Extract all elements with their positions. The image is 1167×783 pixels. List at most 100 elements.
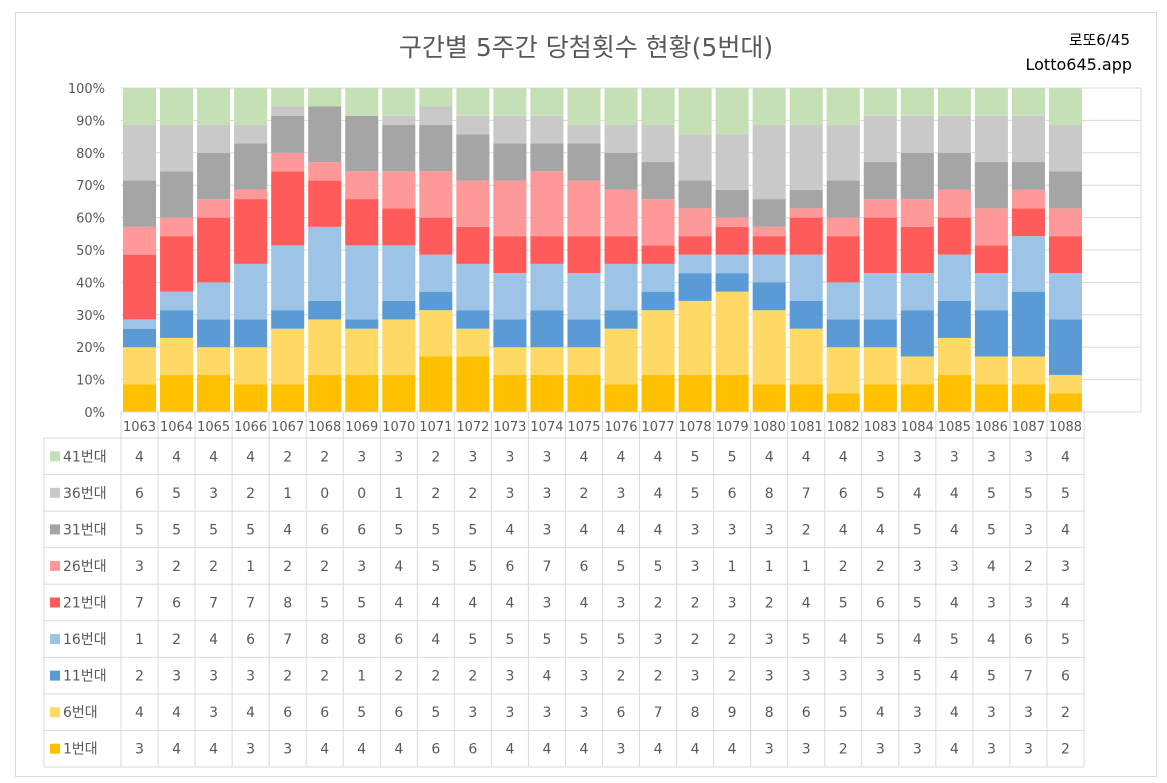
table-cell: 5 bbox=[431, 705, 440, 721]
table-cell: 3 bbox=[913, 742, 922, 758]
table-cell: 5 bbox=[876, 486, 885, 502]
table-cell: 3 bbox=[876, 742, 885, 758]
category-label: 1083 bbox=[864, 420, 897, 435]
table-cell: 3 bbox=[691, 669, 700, 685]
table-cell: 4 bbox=[320, 742, 329, 758]
bar-segment-1069-21번대 bbox=[345, 199, 379, 246]
table-cell: 6 bbox=[394, 632, 403, 648]
bar-segment-1085-36번대 bbox=[937, 115, 971, 153]
table-cell: 3 bbox=[691, 522, 700, 538]
bar-segment-1081-1번대 bbox=[789, 384, 823, 412]
data-table: 1063 1064 1065 1066 1067 1068 1069 1070 1071 1072… bbox=[43, 411, 1085, 768]
bar-segment-1079-36번대 bbox=[715, 134, 749, 190]
table-cell: 2 bbox=[283, 559, 292, 575]
bar-segment-1081-16번대 bbox=[789, 254, 823, 301]
bar-segment-1077-31번대 bbox=[641, 162, 675, 200]
category-label: 1085 bbox=[938, 420, 971, 435]
category-label: 1067 bbox=[271, 420, 304, 435]
table-cell: 5 bbox=[987, 522, 996, 538]
bar-segment-1077-36번대 bbox=[641, 125, 675, 163]
bar-segment-1065-21번대 bbox=[197, 217, 231, 283]
table-cell: 3 bbox=[765, 742, 774, 758]
bar-segment-1066-1번대 bbox=[234, 384, 268, 412]
bars bbox=[123, 88, 1082, 412]
table-cell: 4 bbox=[357, 742, 366, 758]
table-cell: 2 bbox=[468, 486, 477, 502]
bar-segment-1073-6번대 bbox=[493, 347, 527, 375]
bar-segment-1070-36번대 bbox=[382, 115, 416, 126]
table-cell: 4 bbox=[950, 522, 959, 538]
table-cell: 3 bbox=[542, 449, 551, 465]
bar-segment-1067-36번대 bbox=[271, 106, 305, 116]
table-cell: 3 bbox=[802, 669, 811, 685]
y-tick-label: 70% bbox=[76, 179, 105, 194]
bar-segment-1066-11번대 bbox=[234, 319, 268, 348]
table-cell: 4 bbox=[505, 522, 514, 538]
category-label: 1087 bbox=[1012, 420, 1045, 435]
table-cell: 7 bbox=[246, 596, 255, 612]
bar-segment-1067-31번대 bbox=[271, 115, 305, 153]
bar-segment-1072-31번대 bbox=[456, 134, 490, 181]
table-cell: 7 bbox=[209, 596, 218, 612]
table-cell: 2 bbox=[839, 559, 848, 575]
bar-segment-1071-26번대 bbox=[419, 171, 453, 218]
table-cell: 3 bbox=[1024, 449, 1033, 465]
bar-segment-1079-11번대 bbox=[715, 273, 749, 292]
bar-segment-1081-21번대 bbox=[789, 217, 823, 255]
table-cell: 3 bbox=[357, 449, 366, 465]
bar-segment-1066-21번대 bbox=[234, 199, 268, 264]
category-label: 1069 bbox=[345, 420, 378, 435]
bar-segment-1088-16번대 bbox=[1048, 273, 1082, 320]
table-cell: 3 bbox=[468, 449, 477, 465]
bar-segment-1071-21번대 bbox=[419, 217, 453, 255]
bar-segment-1073-1번대 bbox=[493, 374, 527, 412]
category-label: 1063 bbox=[123, 420, 156, 435]
table-cell: 4 bbox=[172, 705, 181, 721]
table-cell: 2 bbox=[320, 669, 329, 685]
bar-segment-1065-26번대 bbox=[197, 199, 231, 218]
table-cell: 4 bbox=[580, 742, 589, 758]
table-cell: 2 bbox=[209, 559, 218, 575]
table-cell: 5 bbox=[654, 559, 663, 575]
category-label: 1068 bbox=[308, 420, 341, 435]
table-cell: 2 bbox=[839, 742, 848, 758]
category-label: 1080 bbox=[753, 420, 786, 435]
bar-segment-1083-1번대 bbox=[863, 384, 897, 412]
table-cell: 3 bbox=[728, 522, 737, 538]
bar-segment-1069-1번대 bbox=[345, 374, 379, 412]
table-cell: 3 bbox=[802, 742, 811, 758]
table-cell: 5 bbox=[691, 486, 700, 502]
table-cell: 4 bbox=[913, 486, 922, 502]
legend-label: 11번대 bbox=[63, 669, 107, 685]
table-cell: 4 bbox=[913, 632, 922, 648]
bar-segment-1072-16번대 bbox=[456, 263, 490, 311]
table-cell: 3 bbox=[913, 559, 922, 575]
bar-segment-1072-21번대 bbox=[456, 226, 490, 264]
bar-segment-1079-26번대 bbox=[715, 217, 749, 227]
bar-segment-1066-41번대 bbox=[234, 88, 268, 126]
category-label: 1073 bbox=[493, 420, 526, 435]
table-cell: 2 bbox=[431, 486, 440, 502]
table-cell: 6 bbox=[617, 705, 626, 721]
table-cell: 4 bbox=[691, 742, 700, 758]
bar-segment-1088-31번대 bbox=[1048, 171, 1082, 209]
bar-segment-1080-21번대 bbox=[752, 236, 786, 255]
table-cell: 5 bbox=[505, 632, 514, 648]
table-cell: 4 bbox=[950, 742, 959, 758]
table-cell: 2 bbox=[1061, 705, 1070, 721]
table-cell: 3 bbox=[1024, 705, 1033, 721]
table-cell: 6 bbox=[357, 522, 366, 538]
legend-label: 26번대 bbox=[63, 559, 107, 575]
bar-segment-1074-11번대 bbox=[530, 310, 564, 348]
table-cell: 4 bbox=[209, 742, 218, 758]
table-cell: 5 bbox=[913, 669, 922, 685]
category-label: 1072 bbox=[456, 420, 489, 435]
legend-key bbox=[50, 707, 60, 718]
y-tick-label: 30% bbox=[76, 309, 105, 324]
bar-segment-1087-26번대 bbox=[1011, 189, 1045, 209]
bar-segment-1065-6번대 bbox=[197, 347, 231, 375]
bar-segment-1064-16번대 bbox=[160, 291, 194, 311]
table-cell: 4 bbox=[172, 449, 181, 465]
bar-segment-1077-11번대 bbox=[641, 291, 675, 311]
